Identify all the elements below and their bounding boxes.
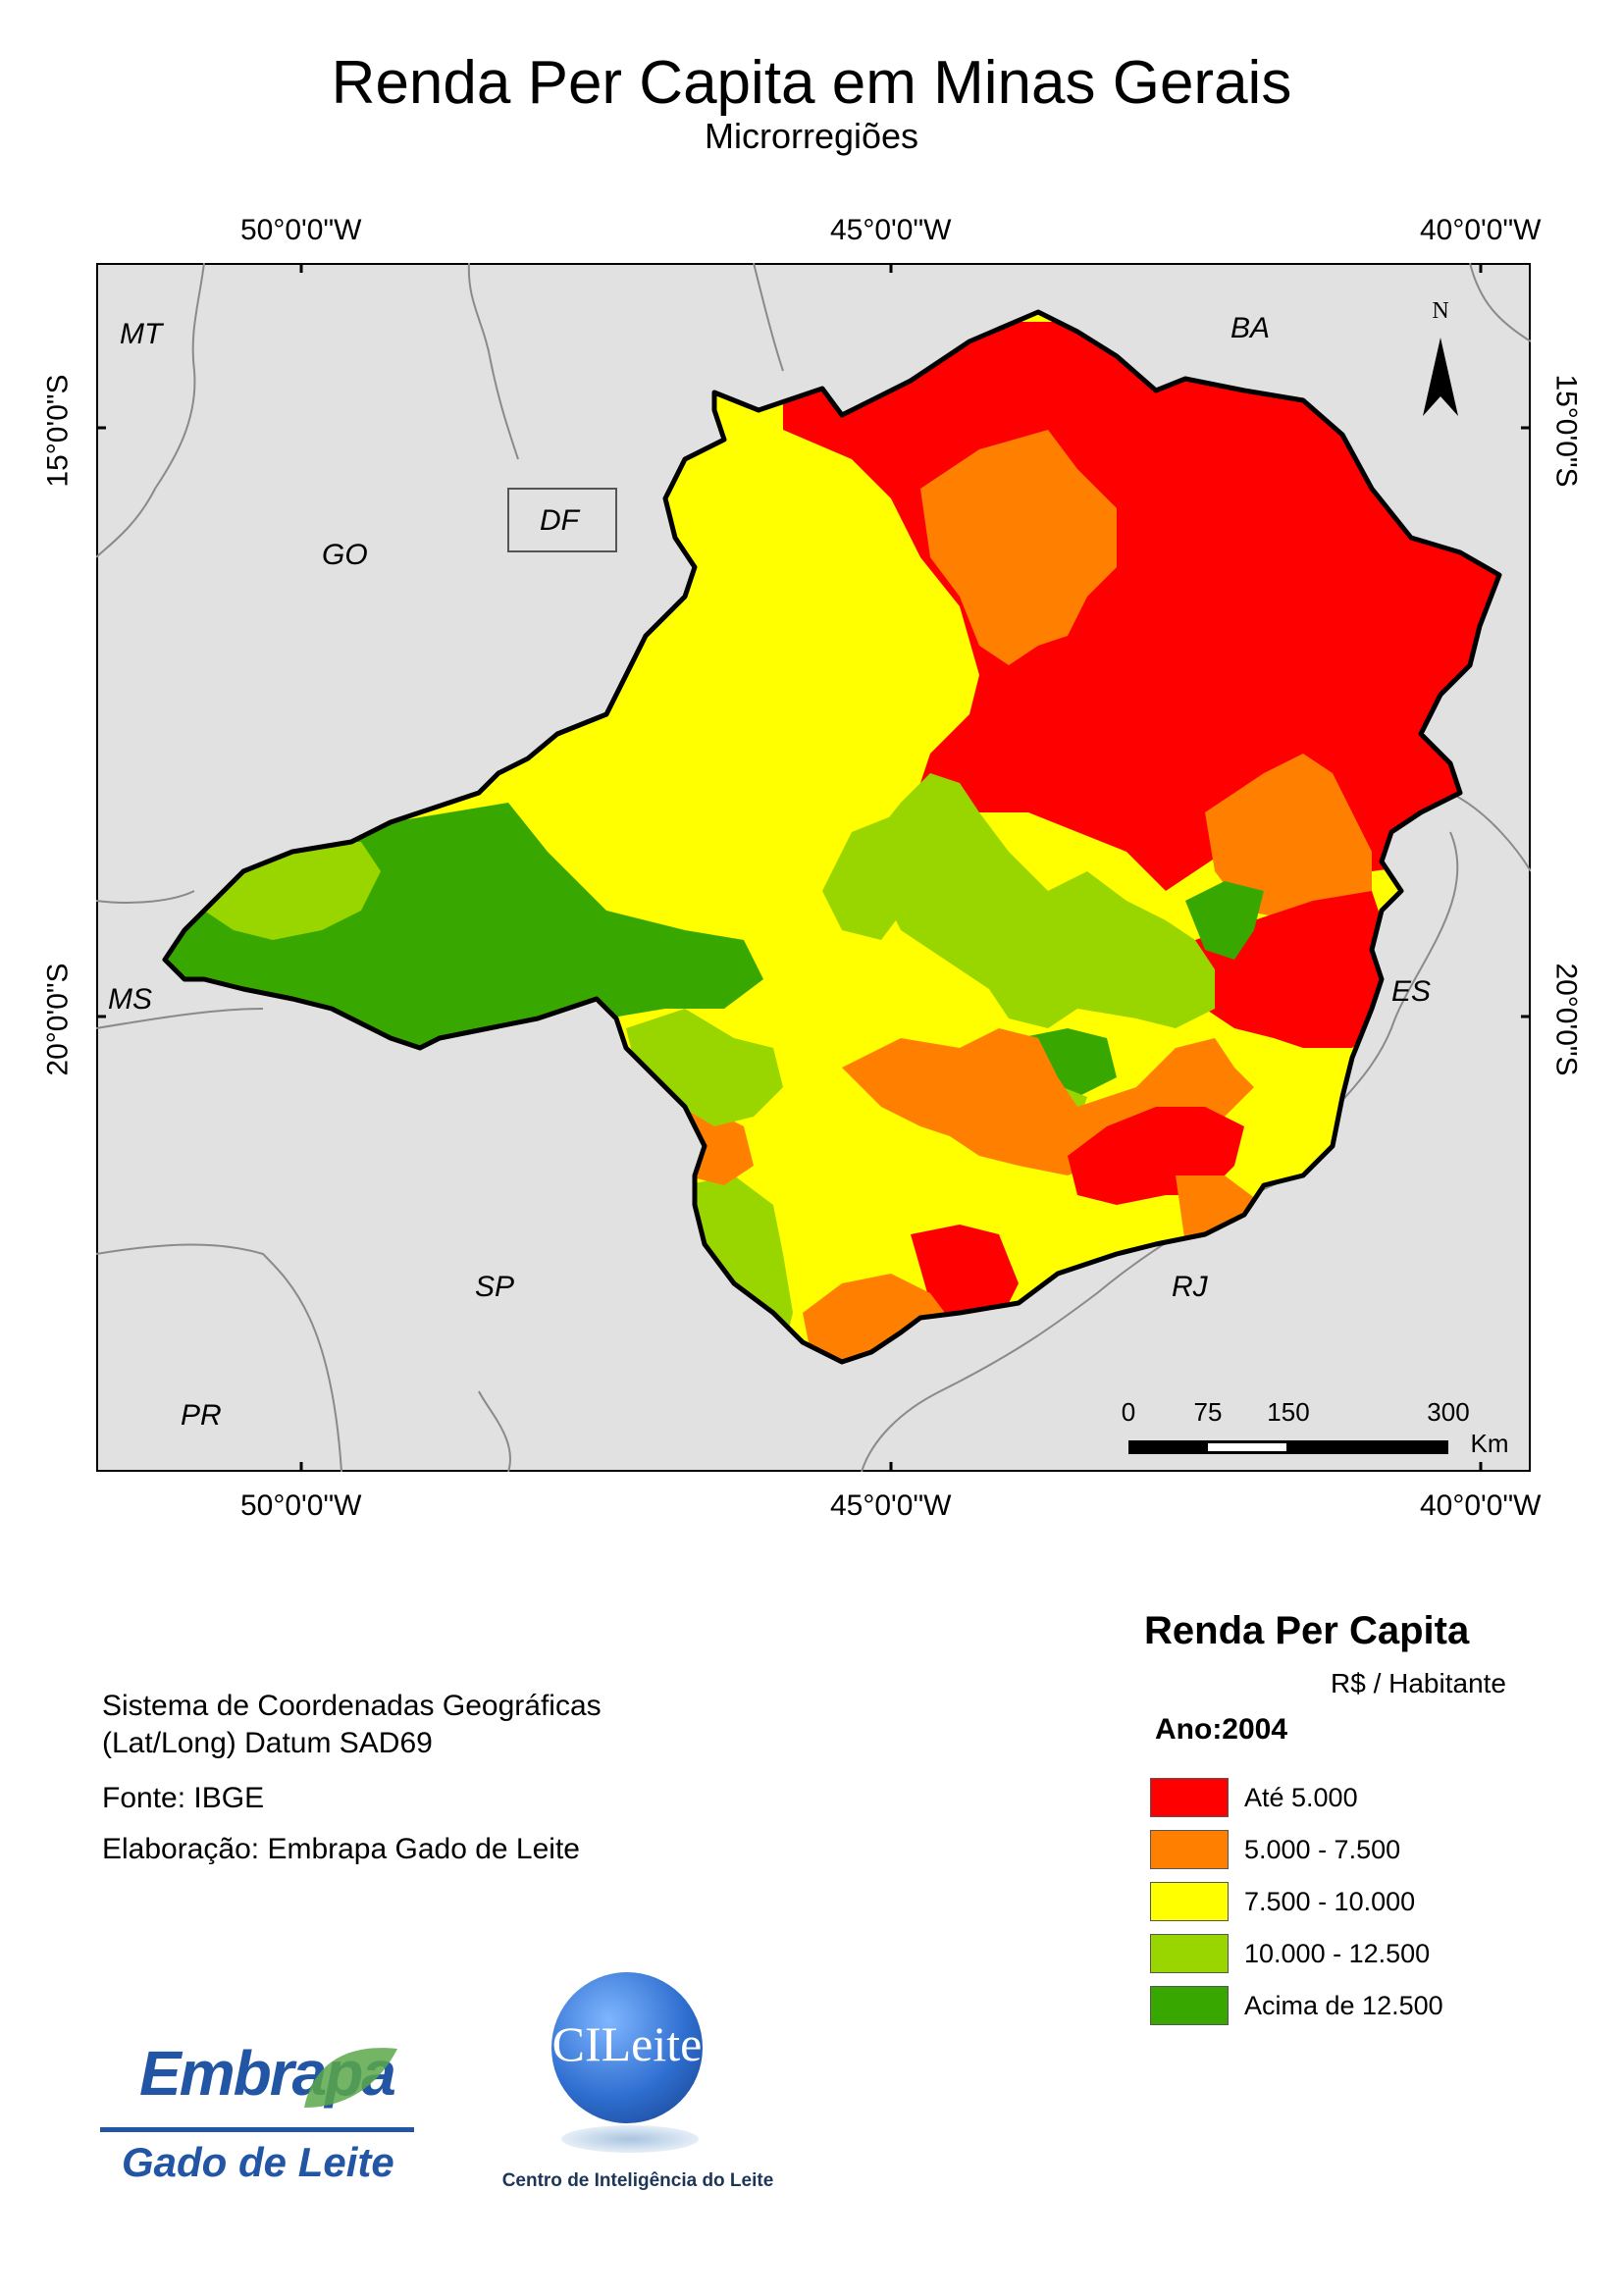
state-label-mt: MT: [120, 318, 165, 350]
state-label-pr: PR: [181, 1399, 222, 1432]
lon-label-top-45w: 45°0'0"W: [830, 214, 952, 246]
df-boundary: [507, 488, 617, 552]
region-lightgreen-center: [862, 773, 1215, 1028]
lat-label-left-15s: 15°0'0"S: [41, 374, 75, 488]
map-frame: MT BA GO DF MS ES SP RJ PR N 0 75 150 30…: [96, 263, 1531, 1472]
region-darkgreen-east: [1185, 881, 1264, 960]
lat-label-left-20s: 20°0'0"S: [41, 963, 75, 1076]
legend-item: 10.000 - 12.500: [1150, 1934, 1523, 1973]
state-label-df: DF: [540, 504, 581, 537]
cileite-base-icon: [561, 2125, 699, 2153]
lon-label-top-40w: 40°0'0"W: [1420, 214, 1542, 246]
legend-title: Renda Per Capita: [1144, 1609, 1470, 1652]
state-label-rj: RJ: [1172, 1271, 1209, 1303]
map-subtitle: Microrregiões: [704, 116, 919, 156]
minas-gerais-outline: [162, 309, 1502, 1365]
legend-swatch: [1150, 1830, 1229, 1869]
scale-tick-75: 75: [1194, 1397, 1223, 1427]
lon-label-bottom-45w: 45°0'0"W: [830, 1489, 952, 1522]
state-label-sp: SP: [475, 1271, 514, 1303]
source-text: Fonte: IBGE: [102, 1782, 265, 1814]
north-arrow: N: [1423, 298, 1458, 416]
legend-item: 5.000 - 7.500: [1150, 1830, 1523, 1869]
embrapa-divider: [100, 2127, 414, 2132]
legend-swatch: [1150, 1934, 1229, 1973]
legend-swatch: [1150, 1986, 1229, 2025]
scale-tick-150: 150: [1267, 1397, 1309, 1427]
graticule-inner-ticks: [96, 263, 1531, 1472]
north-arrow-label: N: [1432, 298, 1448, 324]
legend-swatch: [1150, 1778, 1229, 1817]
state-label-ms: MS: [108, 983, 152, 1016]
lat-label-right-15s: 15°0'0"S: [1549, 374, 1583, 488]
scale-bar: 0 75 150 300 Km: [1122, 1397, 1509, 1458]
embrapa-logo: Embrapa Gado de Leite: [98, 2029, 422, 2196]
north-arrow-icon: [1423, 338, 1458, 416]
legend-label: 5.000 - 7.500: [1244, 1835, 1401, 1864]
cileite-subtitle: Centro de Inteligência do Leite: [501, 2170, 774, 2191]
region-orange-north: [920, 430, 1117, 665]
map-title: Renda Per Capita em Minas Gerais: [331, 49, 1292, 117]
region-lightgreen-centernorth: [822, 812, 920, 940]
legend-item: 7.500 - 10.000: [1150, 1882, 1523, 1921]
scale-tick-0: 0: [1122, 1397, 1135, 1427]
legend-label: Até 5.000: [1244, 1783, 1358, 1812]
cileite-globe-icon: [551, 1972, 703, 2123]
embrapa-subtitle: Gado de Leite: [122, 2139, 394, 2185]
lon-label-bottom-40w: 40°0'0"W: [1420, 1489, 1542, 1522]
lon-label-bottom-50w: 50°0'0"W: [240, 1489, 362, 1522]
legend-label: 10.000 - 12.500: [1244, 1939, 1431, 1968]
legend-label: 7.500 - 10.000: [1244, 1887, 1416, 1916]
legend-swatch: [1150, 1882, 1229, 1921]
scale-tick-300: 300: [1427, 1397, 1469, 1427]
legend-item: Acima de 12.500: [1150, 1986, 1523, 2025]
state-label-es: ES: [1391, 975, 1431, 1008]
lat-label-right-20s: 20°0'0"S: [1549, 963, 1583, 1076]
legend-label: Acima de 12.500: [1244, 1991, 1443, 2020]
cileite-wordmark: CILeite: [551, 2016, 703, 2071]
legend-item: Até 5.000: [1150, 1778, 1523, 1817]
author-text: Elaboração: Embrapa Gado de Leite: [102, 1833, 580, 1865]
state-label-ba: BA: [1230, 312, 1270, 344]
lon-label-top-50w: 50°0'0"W: [240, 214, 362, 246]
region-orange-east: [1205, 754, 1372, 920]
coordinate-system-line2: (Lat/Long) Datum SAD69: [102, 1727, 433, 1759]
state-label-go: GO: [322, 539, 368, 571]
cileite-logo: CILeite Centro de Inteligência do Leite: [491, 1972, 785, 2208]
legend-year: Ano:2004: [1155, 1713, 1288, 1746]
scale-unit: Km: [1471, 1429, 1509, 1458]
coordinate-system-line1: Sistema de Coordenadas Geográficas: [102, 1690, 602, 1722]
embrapa-leaf-icon: [304, 2048, 397, 2108]
legend-unit: R$ / Habitante: [1331, 1668, 1506, 1698]
